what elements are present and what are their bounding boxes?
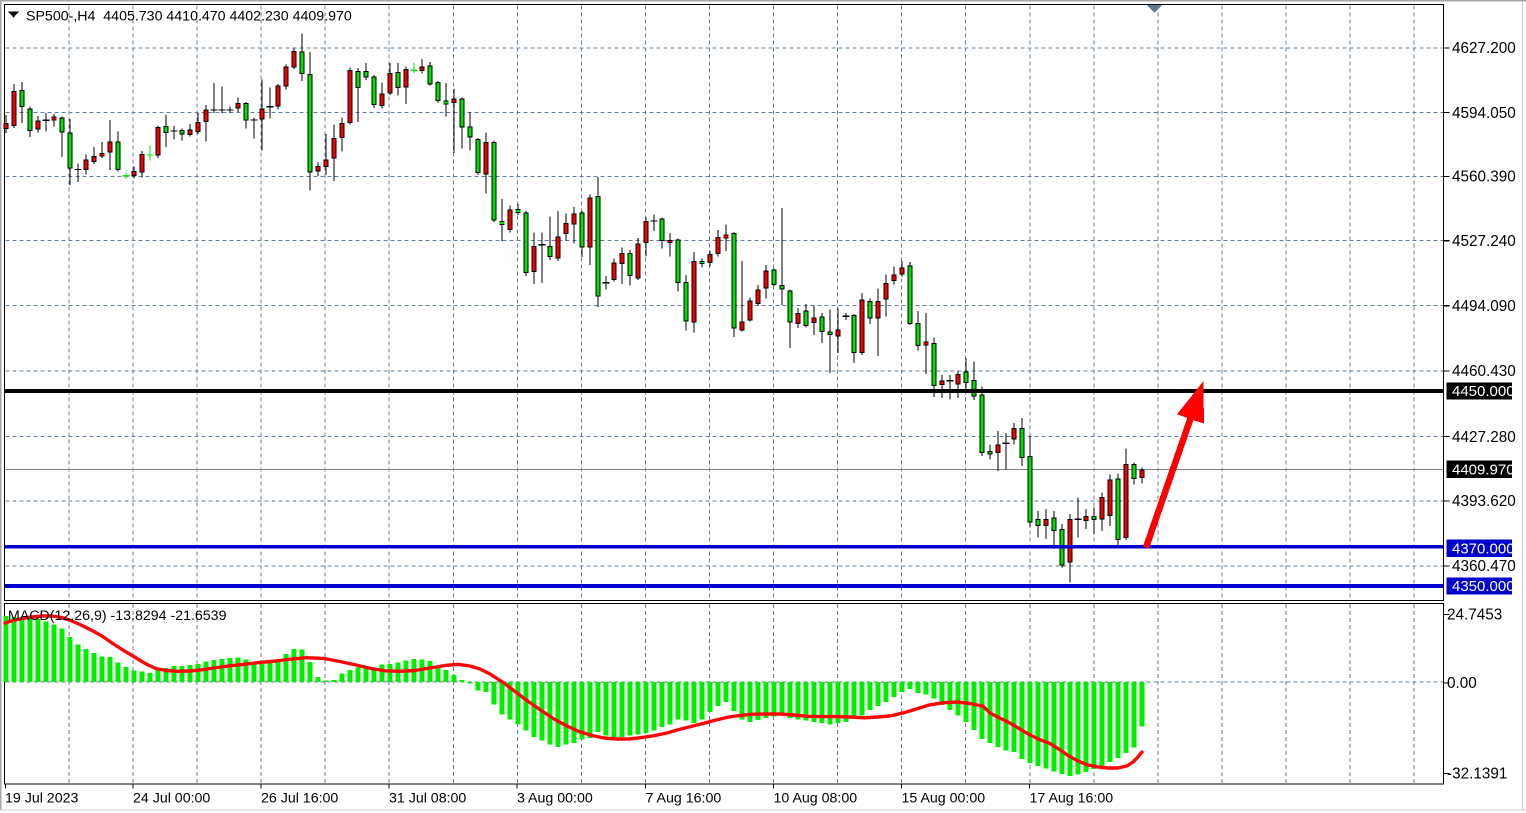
svg-text:4494.090: 4494.090 [1452,298,1516,315]
svg-text:4527.240: 4527.240 [1452,233,1516,250]
svg-text:4594.050: 4594.050 [1452,105,1516,122]
svg-text:19 Jul 2023: 19 Jul 2023 [5,791,78,807]
svg-text:-32.1391: -32.1391 [1447,766,1507,783]
svg-text:26 Jul 16:00: 26 Jul 16:00 [261,791,338,807]
svg-text:4450.000: 4450.000 [1452,383,1515,400]
svg-text:4370.000: 4370.000 [1452,541,1515,558]
svg-text:MACD(12,26,9) -13.8294 -21.653: MACD(12,26,9) -13.8294 -21.6539 [8,608,227,624]
svg-text:24 Jul 00:00: 24 Jul 00:00 [133,791,210,807]
svg-text:17 Aug 16:00: 17 Aug 16:00 [1030,791,1114,807]
svg-text:24.7453: 24.7453 [1447,607,1502,624]
svg-text:0.00: 0.00 [1447,675,1477,692]
svg-text:31 Jul 08:00: 31 Jul 08:00 [389,791,466,807]
svg-text:4360.470: 4360.470 [1452,558,1516,575]
svg-text:4560.390: 4560.390 [1452,169,1516,186]
svg-text:4393.620: 4393.620 [1452,493,1516,510]
svg-text:SP500-,H4 4405.730 4410.470 4: SP500-,H4 4405.730 4410.470 4402.230 440… [26,9,352,25]
svg-text:10 Aug 08:00: 10 Aug 08:00 [774,791,858,807]
svg-text:4427.280: 4427.280 [1452,429,1516,446]
svg-text:15 Aug 00:00: 15 Aug 00:00 [902,791,986,807]
svg-text:7 Aug 16:00: 7 Aug 16:00 [646,791,722,807]
svg-text:4627.200: 4627.200 [1452,40,1516,57]
svg-text:3 Aug 00:00: 3 Aug 00:00 [517,791,593,807]
svg-text:4350.000: 4350.000 [1452,578,1515,595]
svg-text:4460.430: 4460.430 [1452,363,1516,380]
svg-text:4409.970: 4409.970 [1452,462,1515,479]
